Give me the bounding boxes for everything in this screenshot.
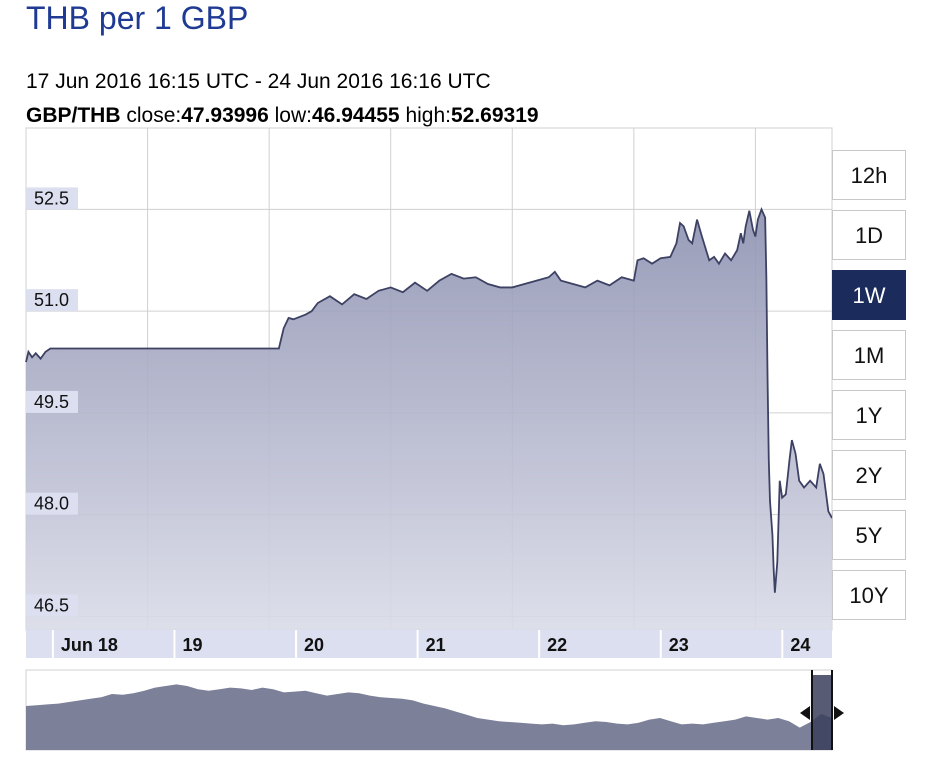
- x-tick-label: 20: [304, 635, 324, 655]
- low-label: low:: [274, 104, 312, 127]
- range-button-10y[interactable]: 10Y: [832, 570, 906, 620]
- close-value: 47.93996: [181, 104, 269, 127]
- range-button-1m[interactable]: 1M: [832, 330, 906, 380]
- y-tick-bg: [26, 390, 78, 413]
- price-area: [25, 206, 833, 631]
- pair-label: GBP/THB: [26, 104, 121, 127]
- y-tick-bg: [26, 594, 78, 617]
- high-label: high:: [405, 104, 451, 127]
- x-axis-band: [26, 630, 832, 658]
- page-title: THB per 1 GBP: [26, 0, 249, 36]
- x-tick-label: Jun 18: [61, 635, 118, 655]
- y-tick-bg: [26, 289, 78, 312]
- low-value: 46.94455: [312, 104, 400, 127]
- series-area-gbp-thb: [26, 209, 832, 631]
- range-button-12h[interactable]: 12h: [832, 150, 906, 200]
- y-tick-bg: [26, 492, 78, 515]
- price-stats: GBP/THB close:47.93996 low:46.94455 high…: [26, 104, 539, 128]
- x-tick-label: 22: [547, 635, 567, 655]
- y-tick-label: 49.5: [34, 392, 69, 412]
- navigator-series: [26, 684, 832, 750]
- date-range: 17 Jun 2016 16:15 UTC - 24 Jun 2016 16:1…: [26, 70, 491, 93]
- close-label: close:: [126, 104, 182, 127]
- navigator-area: [25, 669, 833, 751]
- navigator-right-handle-icon: [834, 706, 844, 720]
- x-tick-label: 19: [182, 635, 202, 655]
- y-tick-label: 46.5: [34, 595, 69, 615]
- range-buttons: 12h 1D 1W 1M 1Y 2Y 5Y 10Y: [832, 150, 906, 630]
- range-button-2y[interactable]: 2Y: [832, 450, 906, 500]
- range-button-1d[interactable]: 1D: [832, 210, 906, 260]
- navigator-left-handle-icon: [800, 706, 810, 720]
- navigator-handles[interactable]: [800, 670, 844, 750]
- x-axis: Jun 18 19 20 21 22 23 24: [26, 630, 832, 658]
- range-button-1w[interactable]: 1W: [832, 270, 906, 320]
- x-tick-label: 24: [790, 635, 810, 655]
- y-axis: 46.5 48.0 49.5 51.0 52.5: [26, 187, 78, 617]
- series-line-gbp-thb: [25, 206, 833, 593]
- y-tick-label: 51.0: [34, 290, 69, 310]
- y-tick-bg: [26, 187, 78, 210]
- range-button-5y[interactable]: 5Y: [832, 510, 906, 560]
- y-tick-label: 48.0: [34, 494, 69, 514]
- x-tick-label: 23: [669, 635, 689, 655]
- range-button-1y[interactable]: 1Y: [832, 390, 906, 440]
- y-tick-label: 52.5: [34, 188, 69, 208]
- navigator-selection: [812, 675, 832, 750]
- x-tick-label: 21: [426, 635, 446, 655]
- high-value: 52.69319: [450, 104, 539, 127]
